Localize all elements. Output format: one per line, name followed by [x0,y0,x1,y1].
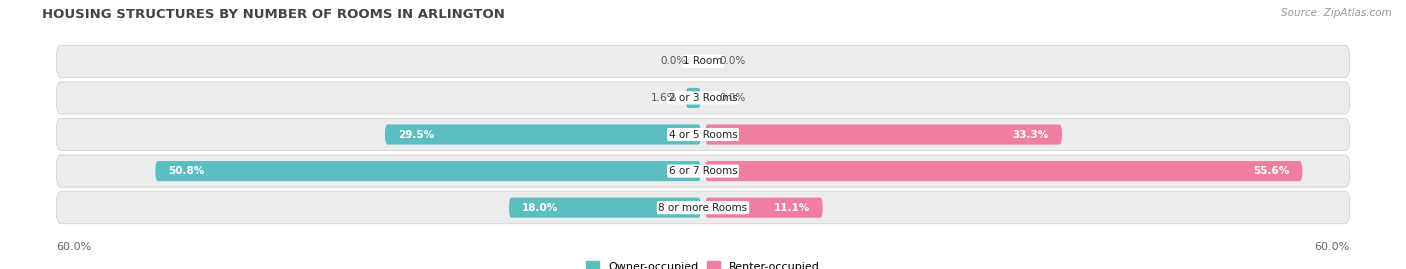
FancyBboxPatch shape [385,125,700,144]
Text: 18.0%: 18.0% [522,203,558,213]
Text: HOUSING STRUCTURES BY NUMBER OF ROOMS IN ARLINGTON: HOUSING STRUCTURES BY NUMBER OF ROOMS IN… [42,8,505,21]
Text: 8 or more Rooms: 8 or more Rooms [658,203,748,213]
Text: 50.8%: 50.8% [169,166,205,176]
Text: 1 Room: 1 Room [683,56,723,66]
Text: 11.1%: 11.1% [773,203,810,213]
Text: 55.6%: 55.6% [1253,166,1289,176]
Text: 0.0%: 0.0% [720,93,745,103]
Text: 29.5%: 29.5% [398,129,434,140]
Text: 33.3%: 33.3% [1012,129,1049,140]
Text: 60.0%: 60.0% [56,242,91,252]
Text: 2 or 3 Rooms: 2 or 3 Rooms [669,93,737,103]
Text: Source: ZipAtlas.com: Source: ZipAtlas.com [1281,8,1392,18]
FancyBboxPatch shape [509,198,700,218]
FancyBboxPatch shape [706,198,823,218]
FancyBboxPatch shape [56,45,1350,77]
FancyBboxPatch shape [56,82,1350,114]
FancyBboxPatch shape [156,161,700,181]
Text: 4 or 5 Rooms: 4 or 5 Rooms [669,129,737,140]
FancyBboxPatch shape [706,125,1062,144]
FancyBboxPatch shape [56,155,1350,187]
Text: 6 or 7 Rooms: 6 or 7 Rooms [669,166,737,176]
FancyBboxPatch shape [56,192,1350,224]
Text: 0.0%: 0.0% [720,56,745,66]
Legend: Owner-occupied, Renter-occupied: Owner-occupied, Renter-occupied [586,261,820,269]
FancyBboxPatch shape [706,161,1302,181]
FancyBboxPatch shape [56,118,1350,151]
FancyBboxPatch shape [686,88,700,108]
Text: 60.0%: 60.0% [1315,242,1350,252]
Text: 0.0%: 0.0% [661,56,688,66]
Text: 1.6%: 1.6% [651,93,678,103]
